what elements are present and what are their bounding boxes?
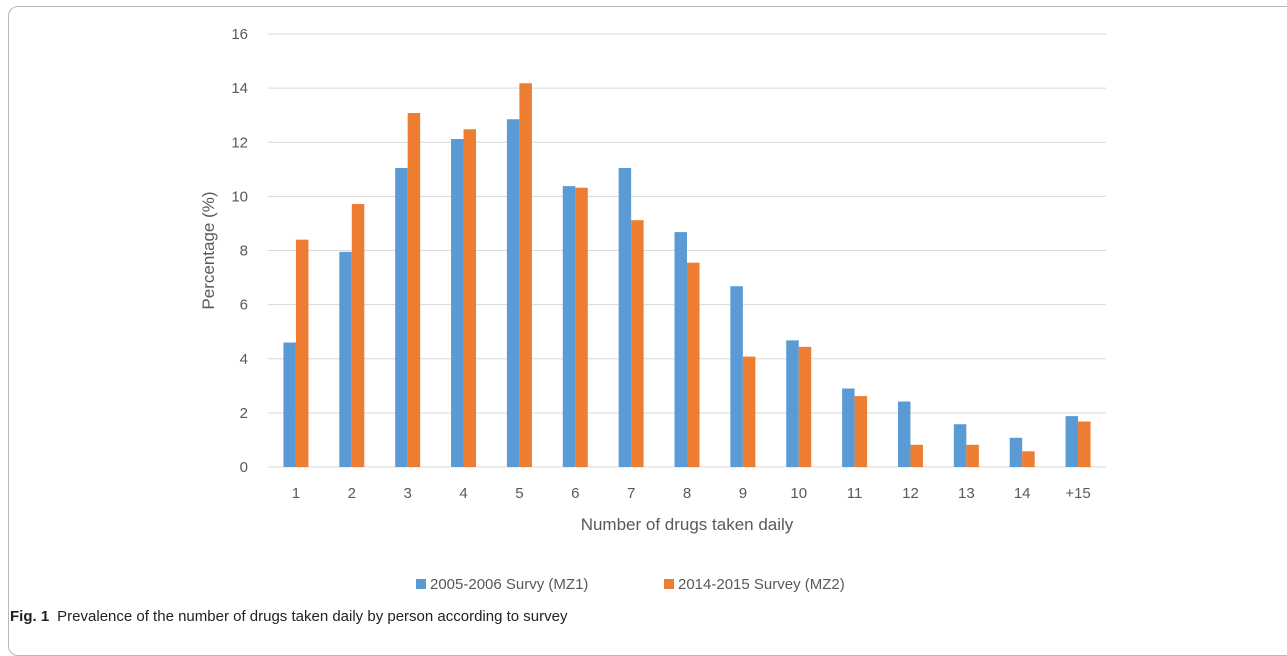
bar-mz2-1 bbox=[295, 239, 309, 467]
x-axis-ticks: 1 2 3 4 5 6 7 8 9 10 11 12 13 14 +15 bbox=[292, 485, 1091, 502]
x-tick-label: 11 bbox=[847, 485, 863, 502]
legend-swatch bbox=[416, 579, 426, 589]
x-tick-label: 1 bbox=[292, 485, 300, 502]
y-tick-label: 16 bbox=[231, 26, 248, 43]
bar-mz2-12 bbox=[910, 444, 923, 467]
bar-mz1-3 bbox=[395, 167, 408, 467]
bar-mz2-7 bbox=[631, 220, 644, 467]
bar-mz2-4 bbox=[463, 129, 477, 467]
bar-mz1-2 bbox=[339, 251, 352, 467]
bar-mz2-10 bbox=[798, 346, 812, 467]
x-tick-label: 4 bbox=[459, 485, 467, 502]
caption-label: Fig. 1 bbox=[10, 608, 50, 625]
x-tick-label: 3 bbox=[403, 485, 411, 502]
x-tick-label: 6 bbox=[571, 485, 579, 502]
y-tick-label: 10 bbox=[231, 188, 248, 205]
legend: 2005-2006 Survy (MZ1) 2014-2015 Survey (M… bbox=[416, 576, 845, 593]
x-axis-title: Number of drugs taken daily bbox=[581, 515, 794, 534]
bar-mz2-13 bbox=[966, 444, 979, 467]
bar-mz2-5 bbox=[519, 83, 532, 467]
bar-mz1-9 bbox=[730, 286, 743, 467]
y-tick-label: 6 bbox=[240, 297, 248, 314]
y-axis-ticks: 0 2 4 6 8 10 12 14 16 bbox=[231, 26, 248, 476]
bar-mz1-plus15 bbox=[1065, 416, 1079, 467]
bar-mz1-8 bbox=[674, 232, 687, 467]
y-tick-label: 12 bbox=[231, 134, 248, 151]
bar-mz2-plus15 bbox=[1078, 421, 1091, 467]
y-tick-label: 4 bbox=[240, 351, 248, 368]
bars bbox=[283, 83, 1091, 468]
x-tick-label: 14 bbox=[1014, 485, 1031, 502]
bar-mz1-5 bbox=[506, 119, 520, 467]
bar-mz1-10 bbox=[786, 340, 799, 467]
y-tick-label: 2 bbox=[240, 405, 248, 422]
x-tick-label: 8 bbox=[683, 485, 691, 502]
bar-mz1-1 bbox=[283, 342, 296, 467]
x-tick-label: 10 bbox=[790, 485, 807, 502]
x-tick-label: 13 bbox=[958, 485, 975, 502]
y-tick-label: 0 bbox=[240, 459, 248, 476]
x-tick-label: +15 bbox=[1065, 485, 1090, 502]
bar-mz2-9 bbox=[742, 356, 756, 467]
x-tick-label: 12 bbox=[902, 485, 919, 502]
bar-mz2-8 bbox=[687, 262, 700, 467]
bar-mz2-14 bbox=[1022, 451, 1035, 467]
figure: 0 2 4 6 8 10 12 14 16 1 2 3 4 5 6 7 8 9 10 11 12 13 14 +15 Per… bbox=[8, 6, 1287, 656]
bar-mz2-2 bbox=[351, 203, 365, 467]
x-tick-label: 9 bbox=[739, 485, 747, 502]
legend-label: 2014-2015 Survey (MZ2) bbox=[678, 576, 845, 593]
bar-mz1-4 bbox=[451, 139, 464, 467]
legend-swatch bbox=[664, 579, 674, 589]
x-tick-label: 5 bbox=[515, 485, 523, 502]
figure-caption: Fig. 1 Prevalence of the number of drugs … bbox=[10, 608, 567, 625]
y-tick-label: 8 bbox=[240, 243, 248, 260]
x-tick-label: 2 bbox=[348, 485, 356, 502]
bar-mz2-11 bbox=[854, 396, 868, 467]
x-tick-label: 7 bbox=[627, 485, 635, 502]
bar-mz2-3 bbox=[407, 113, 421, 468]
bar-mz1-11 bbox=[842, 388, 855, 467]
legend-label: 2005-2006 Survy (MZ1) bbox=[430, 576, 588, 593]
bar-mz1-12 bbox=[897, 401, 911, 467]
bar-mz2-6 bbox=[575, 187, 588, 467]
bar-mz1-6 bbox=[562, 186, 576, 467]
bar-mz1-7 bbox=[618, 167, 632, 467]
bar-mz1-13 bbox=[953, 424, 967, 467]
y-tick-label: 14 bbox=[231, 80, 248, 97]
caption-text: Prevalence of the number of drugs taken … bbox=[57, 608, 568, 625]
bar-mz1-14 bbox=[1009, 437, 1023, 467]
y-axis-title: Percentage (%) bbox=[199, 191, 218, 309]
